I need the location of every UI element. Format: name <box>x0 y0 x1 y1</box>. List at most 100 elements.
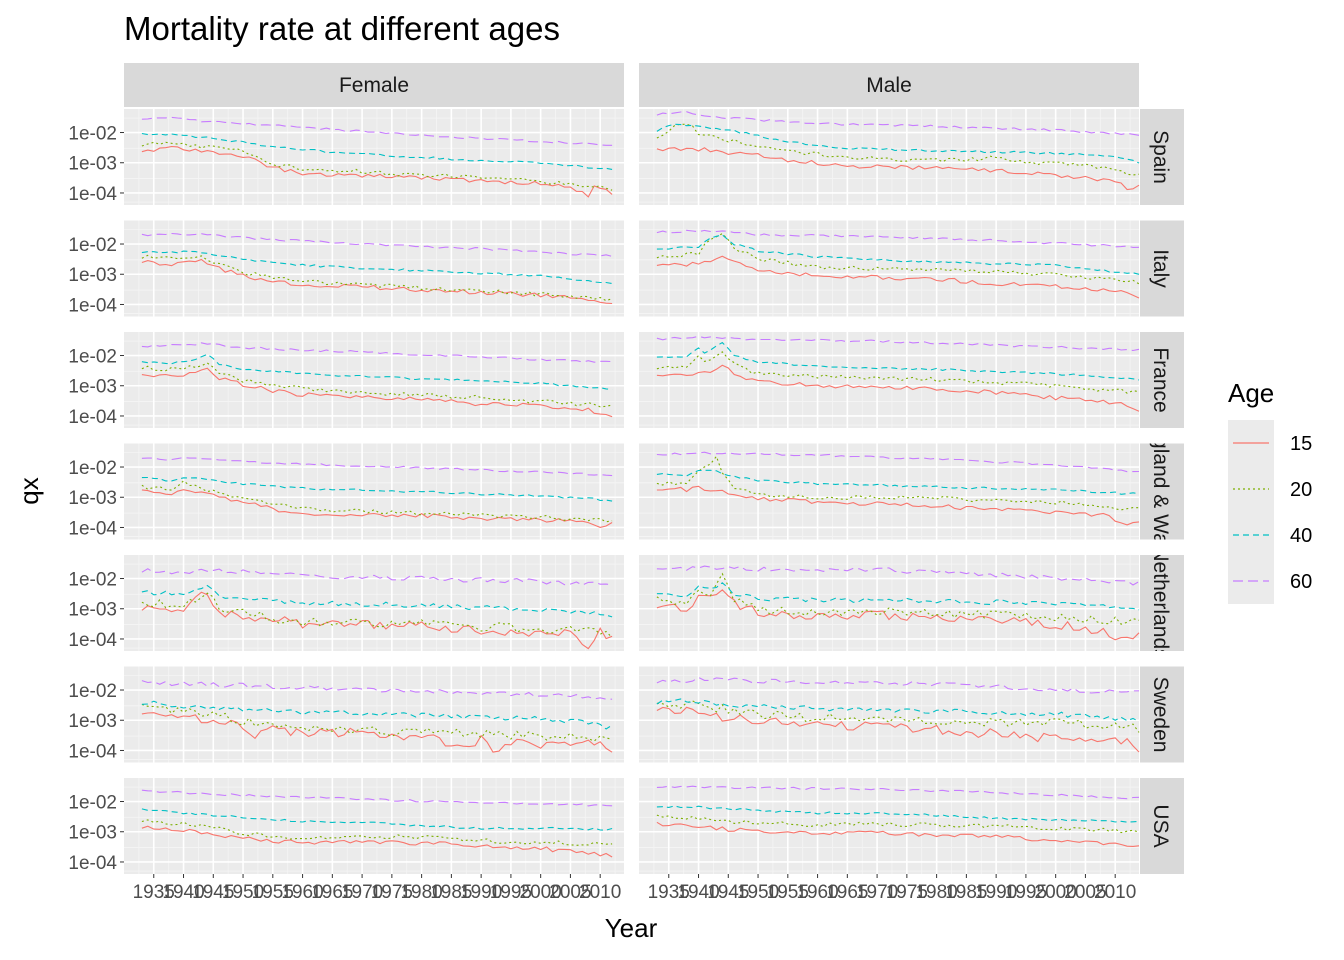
series-line-age-15-italy-male <box>656 255 1140 299</box>
series-line-age-20-france-female <box>141 362 613 408</box>
series-line-age-40-england-wales-male <box>656 469 1140 495</box>
y-tick-label: 1e-04 <box>68 853 117 874</box>
series-line-age-40-france-male <box>656 341 1140 381</box>
y-tick-label: 1e-03 <box>68 600 117 621</box>
strip-label-italy: Italy <box>1149 249 1172 288</box>
series-line-age-60-sweden-male <box>656 676 1140 694</box>
strip-spain <box>1140 109 1184 205</box>
y-tick-label: 1e-02 <box>68 235 117 256</box>
chart-title: Mortality rate at different ages <box>124 10 560 47</box>
x-tick-label: 1935 <box>648 882 690 903</box>
series-line-age-15-italy-female <box>141 258 613 305</box>
series-line-age-60-england-wales-male <box>656 451 1140 473</box>
x-tick-label: 1985 <box>430 882 472 903</box>
x-tick-label: 1970 <box>856 882 898 903</box>
series-line-age-60-netherlands-female <box>141 568 613 586</box>
series-line-age-20-england-wales-male <box>656 455 1140 511</box>
strip-label-france: France <box>1149 347 1172 412</box>
x-tick-label: 1935 <box>133 882 175 903</box>
panel-spain-female <box>124 109 624 205</box>
y-tick-label: 1e-03 <box>68 265 117 286</box>
strip-female <box>124 63 624 107</box>
x-tick-label: 1965 <box>826 882 868 903</box>
x-tick-label: 1955 <box>252 882 294 903</box>
y-tick-label: 1e-02 <box>68 347 117 368</box>
strip-netherlands <box>1140 555 1184 651</box>
x-tick-label: 2000 <box>520 882 562 903</box>
series-line-age-60-france-male <box>656 335 1140 352</box>
strip-label-netherlands: Netherlands <box>1149 546 1172 659</box>
x-tick-label: 2010 <box>1094 882 1136 903</box>
y-tick-label: 1e-04 <box>68 741 117 762</box>
series-line-age-20-england-wales-female <box>141 480 613 523</box>
x-tick-label: 1950 <box>222 882 264 903</box>
series-line-age-15-england-wales-male <box>656 485 1140 526</box>
series-line-age-20-spain-male <box>656 123 1140 176</box>
series-line-age-20-italy-male <box>656 232 1140 285</box>
series-line-age-60-italy-female <box>141 232 613 257</box>
x-tick-label: 2000 <box>1035 882 1077 903</box>
series-line-age-15-sweden-female <box>141 712 613 753</box>
series-line-age-15-spain-male <box>656 147 1140 191</box>
strip-sweden <box>1140 666 1184 763</box>
legend-title: Age <box>1228 378 1274 408</box>
strip-label-england-wales: England & Wales <box>1149 411 1172 571</box>
legend-key-20 <box>1228 466 1274 512</box>
y-tick-label: 1e-04 <box>68 295 117 316</box>
legend-label-15: 15 <box>1290 433 1312 455</box>
series-line-age-60-italy-male <box>656 229 1140 248</box>
y-tick-label: 1e-02 <box>68 570 117 591</box>
series-line-age-15-netherlands-female <box>141 591 613 650</box>
strip-italy <box>1140 220 1184 317</box>
series-line-age-20-italy-female <box>141 254 613 302</box>
x-tick-label: 1965 <box>311 882 353 903</box>
y-tick-label: 1e-03 <box>68 711 117 732</box>
series-line-age-60-spain-female <box>141 116 613 146</box>
x-tick-label: 1975 <box>886 882 928 903</box>
series-line-age-40-usa-female <box>141 808 613 831</box>
x-tick-label: 1995 <box>1005 882 1047 903</box>
strip-label-sweden: Sweden <box>1149 677 1172 753</box>
x-tick-label: 1990 <box>460 882 502 903</box>
series-line-age-15-france-female <box>141 367 613 418</box>
x-tick-label: 2010 <box>579 882 621 903</box>
panel-usa-female <box>124 778 624 874</box>
strip-label-female: Female <box>339 74 409 97</box>
y-axis-title: qx <box>14 477 44 504</box>
series-line-age-60-usa-male <box>656 785 1140 800</box>
series-line-age-20-netherlands-male <box>656 572 1140 625</box>
y-tick-label: 1e-02 <box>68 458 117 479</box>
x-tick-label: 1945 <box>707 882 749 903</box>
x-tick-label: 1955 <box>767 882 809 903</box>
panel-spain-male <box>639 109 1139 205</box>
y-tick-label: 1e-02 <box>68 124 117 145</box>
y-tick-label: 1e-03 <box>68 154 117 175</box>
series-line-age-15-spain-female <box>141 145 613 198</box>
x-tick-label: 1975 <box>371 882 413 903</box>
series-line-age-15-england-wales-female <box>141 489 613 528</box>
series-line-age-60-usa-female <box>141 789 613 807</box>
series-line-age-40-england-wales-female <box>141 476 613 502</box>
series-line-age-20-france-male <box>656 351 1140 394</box>
panel-england-wales-female <box>124 443 624 540</box>
strip-male <box>639 63 1139 107</box>
y-tick-label: 1e-04 <box>68 630 117 651</box>
panel-italy-male <box>639 220 1139 317</box>
legend-label-20: 20 <box>1290 479 1312 501</box>
y-tick-label: 1e-03 <box>68 377 117 398</box>
series-line-age-40-netherlands-female <box>141 584 613 618</box>
panel-france-female <box>124 332 624 428</box>
strip-france <box>1140 332 1184 428</box>
x-tick-label: 1940 <box>162 882 204 903</box>
x-tick-label: 1970 <box>341 882 383 903</box>
y-tick-label: 1e-02 <box>68 793 117 814</box>
series-line-age-40-sweden-female <box>141 700 613 730</box>
series-line-age-20-sweden-female <box>141 703 613 742</box>
series-line-age-20-usa-female <box>141 819 613 846</box>
x-tick-label: 2005 <box>1064 882 1106 903</box>
series-line-age-60-spain-male <box>656 111 1140 136</box>
x-tick-label: 1980 <box>400 882 442 903</box>
y-tick-label: 1e-02 <box>68 681 117 702</box>
x-tick-label: 1995 <box>490 882 532 903</box>
series-line-age-15-usa-male <box>656 821 1140 847</box>
